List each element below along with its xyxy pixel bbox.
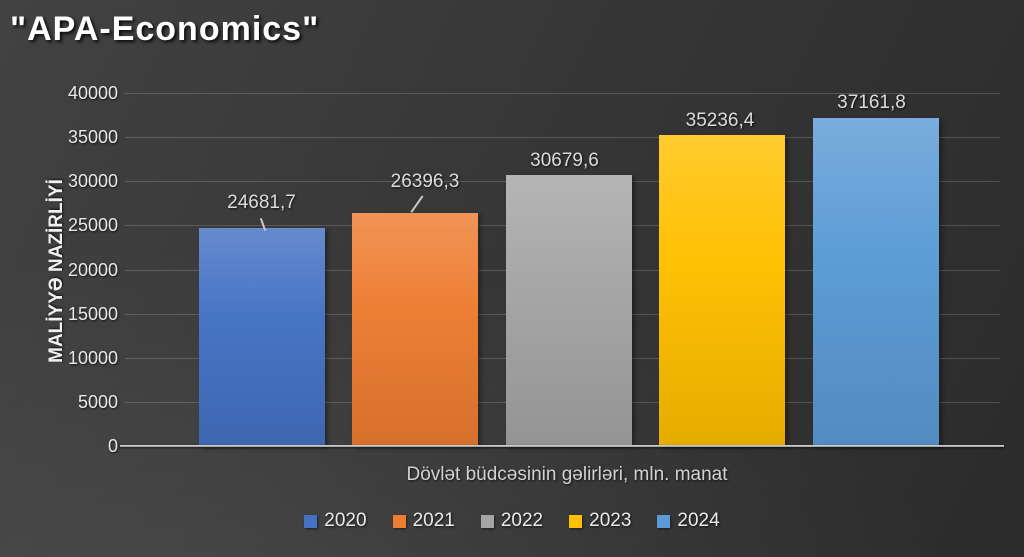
legend-swatch-2024 <box>657 514 671 528</box>
leader-line-2021 <box>410 195 424 213</box>
bar-2020 <box>198 228 325 446</box>
legend-label-2024: 2024 <box>677 510 720 531</box>
data-label-2024: 37161,8 <box>837 92 906 113</box>
legend-label-2023: 2023 <box>589 510 632 531</box>
x-axis-title: Dövlət büdcəsinin gəlirləri, mln. manat <box>406 464 728 485</box>
legend-item-2022: 2022 <box>480 510 544 532</box>
y-tick-label-40000: 40000 <box>67 83 118 103</box>
bar-2023 <box>659 135 785 446</box>
legend-label-2021: 2021 <box>412 510 455 531</box>
legend-item-2024: 2024 <box>657 510 720 532</box>
gridline-35000 <box>125 137 1000 139</box>
legend-swatch-2023 <box>569 514 583 528</box>
y-tick-label-5000: 5000 <box>77 391 118 412</box>
legend-swatch-2022 <box>480 514 494 528</box>
legend-label-2020: 2020 <box>324 510 367 531</box>
y-tick-label-15000: 15000 <box>67 303 118 324</box>
bar-2022 <box>505 175 632 446</box>
y-tick-label-30000: 30000 <box>67 171 118 192</box>
legend-item-2020: 2020 <box>304 510 367 532</box>
legend-label-2022: 2022 <box>500 510 544 531</box>
legend-swatch-2020 <box>304 514 318 528</box>
data-label-2023: 35236,4 <box>685 110 755 131</box>
bar-2024 <box>812 118 939 446</box>
y-tick-label-25000: 25000 <box>67 215 118 236</box>
y-tick-label-0: 0 <box>107 436 118 456</box>
page-title: "APA-Economics" <box>10 10 320 48</box>
data-label-2021: 26396,3 <box>390 171 460 192</box>
x-axis-line <box>120 445 1004 447</box>
gridline-40000 <box>125 93 1000 94</box>
legend: 2020 2021 2022 2023 2024 <box>0 510 1024 532</box>
y-tick-label-10000: 10000 <box>67 347 118 368</box>
data-label-2020: 24681,7 <box>227 192 296 213</box>
legend-swatch-2021 <box>392 514 406 528</box>
legend-item-2021: 2021 <box>392 510 455 532</box>
legend-item-2023: 2023 <box>569 510 631 532</box>
bar-2021 <box>352 213 478 446</box>
y-tick-label-20000: 20000 <box>67 259 118 280</box>
y-tick-label-35000: 35000 <box>67 127 118 148</box>
data-label-2022: 30679,6 <box>530 150 599 171</box>
